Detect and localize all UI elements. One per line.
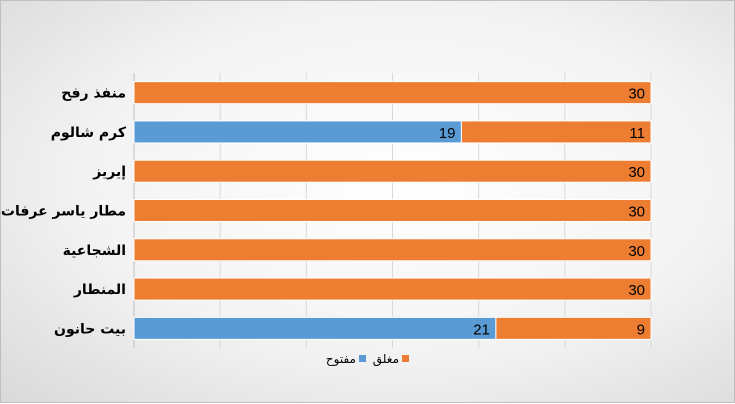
bar-closed — [133, 81, 652, 105]
category-label: إيريز — [92, 164, 126, 180]
legend: مغلق مفتوح — [326, 352, 409, 367]
legend-label: مفتوح — [326, 352, 356, 367]
category-label: كرم شالوم — [51, 125, 127, 141]
data-label: 11 — [629, 125, 645, 142]
data-label: 19 — [439, 125, 456, 142]
data-label: 21 — [473, 321, 490, 338]
bar-closed — [495, 316, 652, 340]
bars-group — [133, 81, 652, 340]
bar-closed — [133, 159, 652, 183]
bar-closed — [133, 277, 652, 301]
bar-closed — [133, 238, 652, 262]
legend-swatch — [402, 355, 409, 362]
bar-closed — [460, 120, 652, 144]
category-label: بيت حانون — [54, 321, 126, 337]
category-label: المنطار — [73, 282, 126, 298]
data-label: 30 — [628, 282, 645, 299]
bar-open — [133, 316, 497, 340]
category-label: الشجاعية — [63, 243, 126, 259]
category-label: منفذ رفح — [61, 86, 126, 102]
labels-group: منفذ رفح 30 كرم شالوم 19 11 إيريز 30 مطار ياسر … — [1, 86, 645, 339]
data-label: 9 — [637, 321, 645, 338]
bar-closed — [133, 199, 652, 222]
data-label: 30 — [628, 164, 645, 181]
legend-label: مغلق — [373, 352, 399, 367]
data-label: 30 — [628, 243, 645, 260]
category-label: مطار ياسر عرفات الدولي — [1, 204, 126, 220]
data-label: 30 — [628, 204, 645, 221]
bar-open — [133, 120, 462, 144]
data-label: 30 — [628, 86, 645, 103]
legend-swatch — [359, 355, 366, 362]
